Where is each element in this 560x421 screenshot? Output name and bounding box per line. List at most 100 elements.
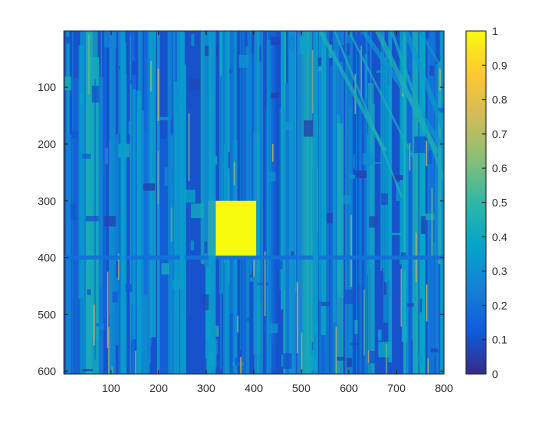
heatmap-streak <box>383 56 389 323</box>
heatmap-patch <box>184 189 196 203</box>
heatmap-patch <box>281 354 284 367</box>
heatmap-highlight-streak <box>385 343 388 374</box>
heatmap-streak <box>403 31 406 374</box>
heatmap-streak <box>280 31 284 310</box>
heatmap-patch <box>346 357 353 368</box>
colorbar-tick-label: 0.7 <box>492 129 507 141</box>
heatmap-streak <box>130 80 132 341</box>
vertical-band <box>313 31 318 374</box>
heatmap-patch <box>235 357 242 366</box>
heatmap-patch <box>82 153 91 159</box>
heatmap-patch <box>350 343 359 345</box>
x-tick-label: 100 <box>102 383 120 395</box>
heatmap-highlight-streak <box>233 162 236 185</box>
heatmap-patch <box>238 55 249 68</box>
heatmap-streak <box>306 31 313 374</box>
heatmap-patch <box>342 61 346 78</box>
heatmap-streak <box>388 85 392 280</box>
heatmap-patch <box>353 154 356 169</box>
heatmap-patch <box>80 94 83 104</box>
heatmap-highlight-streak <box>150 60 152 92</box>
heatmap-streak <box>419 31 426 374</box>
vertical-band <box>208 31 216 374</box>
heatmap-patch <box>339 368 343 374</box>
heatmap-patch <box>336 356 346 361</box>
heatmap-patch <box>104 31 117 48</box>
heatmap-streak <box>167 31 172 374</box>
vertical-band <box>120 31 126 374</box>
heatmap-streak <box>204 31 211 267</box>
heatmap-streak <box>183 64 187 374</box>
heatmap-patch <box>279 353 292 369</box>
heatmap-patch <box>354 319 358 334</box>
heatmap-patch <box>391 232 403 236</box>
heatmap-highlight-streak <box>157 151 159 205</box>
heatmap-patch <box>367 351 376 364</box>
heatmap-patch <box>407 303 414 307</box>
heatmap-patch <box>190 240 195 251</box>
heatmap-patch <box>320 301 329 306</box>
heatmap-patch <box>274 260 283 270</box>
heatmap-patch <box>82 369 93 372</box>
heatmap-patch <box>367 161 381 164</box>
heatmap-highlight-streak <box>408 143 411 171</box>
heatmap-highlight-streak <box>93 304 95 346</box>
x-tick-label: 800 <box>435 383 453 395</box>
heatmap-streak <box>254 31 260 374</box>
heatmap-patch <box>317 67 323 72</box>
heatmap-patch <box>376 70 386 73</box>
heatmap-patch <box>71 131 79 139</box>
x-tick-label: 500 <box>292 383 310 395</box>
heatmap-highlight-streak <box>253 244 255 278</box>
vertical-band <box>180 31 185 374</box>
heatmap-patch <box>164 167 172 186</box>
heatmap-streak <box>129 35 131 374</box>
colorbar-tick-label: 0.2 <box>492 300 507 312</box>
heatmap-patch <box>356 170 367 179</box>
heatmap-highlight-streak <box>240 356 242 374</box>
heatmap-patch <box>271 371 281 374</box>
heatmap-streak <box>80 31 86 374</box>
heatmap-patch <box>380 193 388 205</box>
heatmap-patch <box>343 195 351 204</box>
x-tick-label: 700 <box>387 383 405 395</box>
heatmap-diagonal-streak <box>390 31 444 185</box>
heatmap-streak <box>288 31 296 374</box>
heatmap-patch <box>189 78 200 91</box>
heatmap-highlight-streak <box>400 268 403 327</box>
heatmap-streak <box>143 31 148 296</box>
colorbar-tick-label: 0.1 <box>492 335 507 347</box>
heatmap-highlight-streak <box>134 350 137 374</box>
heatmap-streak <box>337 123 344 374</box>
heatmap-highlight-streak <box>157 68 160 121</box>
heatmap-patch <box>435 107 444 113</box>
plot-area <box>64 31 444 374</box>
heatmap-patch <box>229 69 233 74</box>
heatmap-patch <box>115 66 120 69</box>
heatmap-patch <box>129 292 135 305</box>
high-value-block <box>208 200 257 258</box>
x-tick-label: 400 <box>245 383 263 395</box>
heatmap-streak <box>72 31 74 374</box>
heatmap-patch <box>70 203 76 221</box>
heatmap-patch <box>430 348 439 353</box>
heatmap-patch <box>299 36 310 55</box>
heatmap-patch <box>326 212 333 224</box>
heatmap-patch <box>269 323 278 334</box>
heatmap-highlight-streak <box>439 68 441 91</box>
horizontal-band <box>64 255 444 260</box>
heatmap-streak <box>439 31 444 374</box>
heatmap-patch <box>129 80 133 85</box>
heatmap-streak <box>249 53 257 272</box>
heatmap-streak <box>85 31 93 374</box>
heatmap-streak <box>411 31 414 341</box>
heatmap-patch <box>98 323 105 331</box>
heatmap-patch <box>128 120 131 135</box>
heatmap-patch <box>403 273 407 289</box>
heatmap-streak <box>73 77 80 374</box>
heatmap-patch <box>190 203 204 219</box>
heatmap-streak <box>356 31 358 374</box>
y-tick-label: 400 <box>38 253 56 265</box>
heatmap-streak <box>297 31 301 374</box>
heatmap-patch <box>85 215 99 222</box>
